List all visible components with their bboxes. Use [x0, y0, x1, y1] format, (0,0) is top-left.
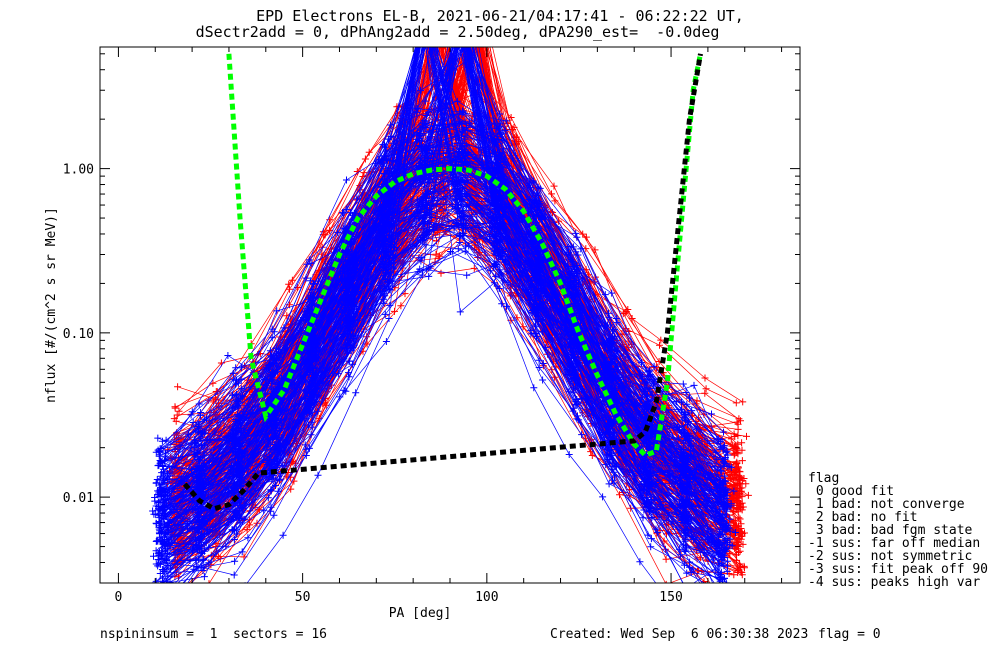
data-point-red — [736, 515, 744, 523]
data-point-red — [738, 446, 746, 454]
data-point-red — [360, 169, 368, 177]
data-point-red — [701, 389, 709, 397]
data-point-red — [582, 233, 590, 241]
data-point-red — [391, 307, 398, 315]
data-point-red — [662, 555, 670, 563]
data-point-blue — [200, 573, 208, 581]
data-point-red — [548, 366, 556, 374]
data-point-red — [251, 503, 259, 511]
data-point-red — [730, 598, 737, 605]
data-point-blue — [150, 510, 158, 518]
data-point-red — [174, 383, 182, 391]
data-point-red — [293, 284, 301, 291]
data-point-red — [728, 610, 735, 617]
data-point-red — [702, 385, 710, 393]
data-point-red — [739, 398, 747, 406]
data-point-blue — [727, 594, 734, 601]
data-point-blue — [727, 603, 734, 610]
data-point-blue — [608, 289, 616, 297]
data-point-red — [744, 491, 752, 499]
data-point-red — [175, 407, 183, 415]
data-point-red — [171, 403, 179, 411]
data-point-red — [665, 580, 667, 583]
data-point-red — [628, 315, 636, 322]
data-point-red — [734, 432, 742, 440]
data-point-red — [175, 595, 182, 602]
data-point-blue — [715, 594, 722, 601]
data-point-red — [507, 114, 515, 121]
data-point-red — [243, 526, 251, 534]
data-point-blue — [381, 310, 389, 318]
data-point-red — [175, 590, 182, 597]
series-line-red — [174, 47, 741, 452]
data-point-red — [591, 246, 599, 254]
data-point-red — [326, 216, 334, 224]
data-point-red — [736, 547, 744, 555]
data-point-red — [743, 432, 750, 440]
data-point-red — [208, 580, 210, 583]
data-point-blue — [343, 176, 350, 184]
data-point-red — [732, 399, 740, 407]
data-point-red — [738, 439, 746, 447]
data-point-blue — [463, 271, 471, 279]
data-point-red — [738, 506, 746, 514]
data-point-red — [656, 341, 663, 349]
data-layer — [149, 47, 752, 621]
data-point-red — [550, 182, 558, 190]
data-point-red — [739, 540, 747, 548]
data-point-red — [662, 545, 669, 553]
data-point-red — [437, 269, 445, 277]
data-point-blue — [159, 607, 166, 614]
data-point-blue — [154, 590, 161, 597]
series-line-red — [174, 47, 740, 420]
data-point-red — [361, 155, 369, 163]
data-point-red — [173, 614, 180, 621]
data-point-red — [742, 480, 750, 488]
data-point-red — [693, 397, 701, 405]
data-point-red — [739, 599, 746, 606]
data-point-red — [365, 148, 373, 156]
data-point-red — [171, 592, 178, 599]
